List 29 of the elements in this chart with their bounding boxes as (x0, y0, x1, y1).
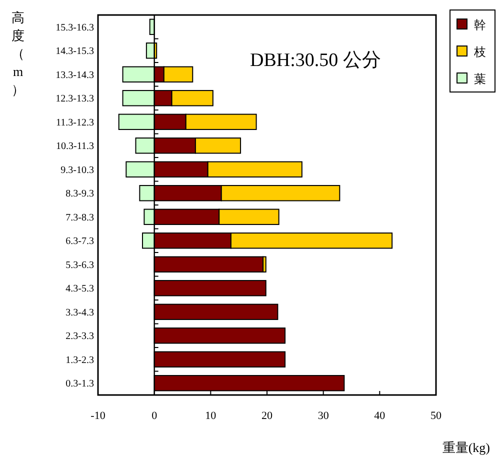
y-tick-label: 1.3-2.3 (66, 354, 94, 366)
x-tick-label: 50 (430, 410, 442, 422)
y-tick-label: 8.3-9.3 (66, 188, 94, 200)
x-tick-label: 20 (262, 410, 273, 422)
y-tick-label: 9.3-10.3 (60, 164, 94, 176)
y-tick-label: 7.3-8.3 (66, 212, 94, 224)
y-tick-label: 0.3-1.3 (66, 378, 94, 390)
x-axis-title: 重量(kg) (442, 440, 490, 455)
y-tick-label: 6.3-7.3 (66, 236, 94, 248)
legend-label: 枝 (473, 45, 486, 59)
y-tick-label: 13.3-14.3 (56, 70, 94, 81)
legend-label: 葉 (474, 72, 486, 86)
y-tick-label: 10.3-11.3 (56, 141, 94, 152)
x-tick-label: -10 (90, 410, 106, 422)
y-tick-label: 3.3-4.3 (66, 307, 94, 318)
x-tick-label: 10 (205, 410, 217, 422)
y-tick-label: 2.3-3.3 (66, 331, 94, 342)
y-tick-label: 14.3-15.3 (56, 46, 94, 58)
annotation: DBH:30.50 公分 (250, 50, 381, 71)
legend-label: 幹 (474, 18, 486, 32)
y-tick-label: 15.3-16.3 (56, 22, 94, 34)
y-tick-label: 11.3-12.3 (56, 117, 94, 128)
x-tick-label: 30 (318, 410, 330, 422)
y-tick-label: 4.3-5.3 (66, 284, 94, 295)
y-tick-label: 5.3-6.3 (66, 260, 94, 271)
y-tick-label: 12.3-13.3 (56, 94, 94, 105)
x-tick-label: 0 (152, 410, 158, 422)
y-axis-title: 高度（m） (12, 10, 24, 97)
x-tick-label: 40 (374, 410, 386, 422)
